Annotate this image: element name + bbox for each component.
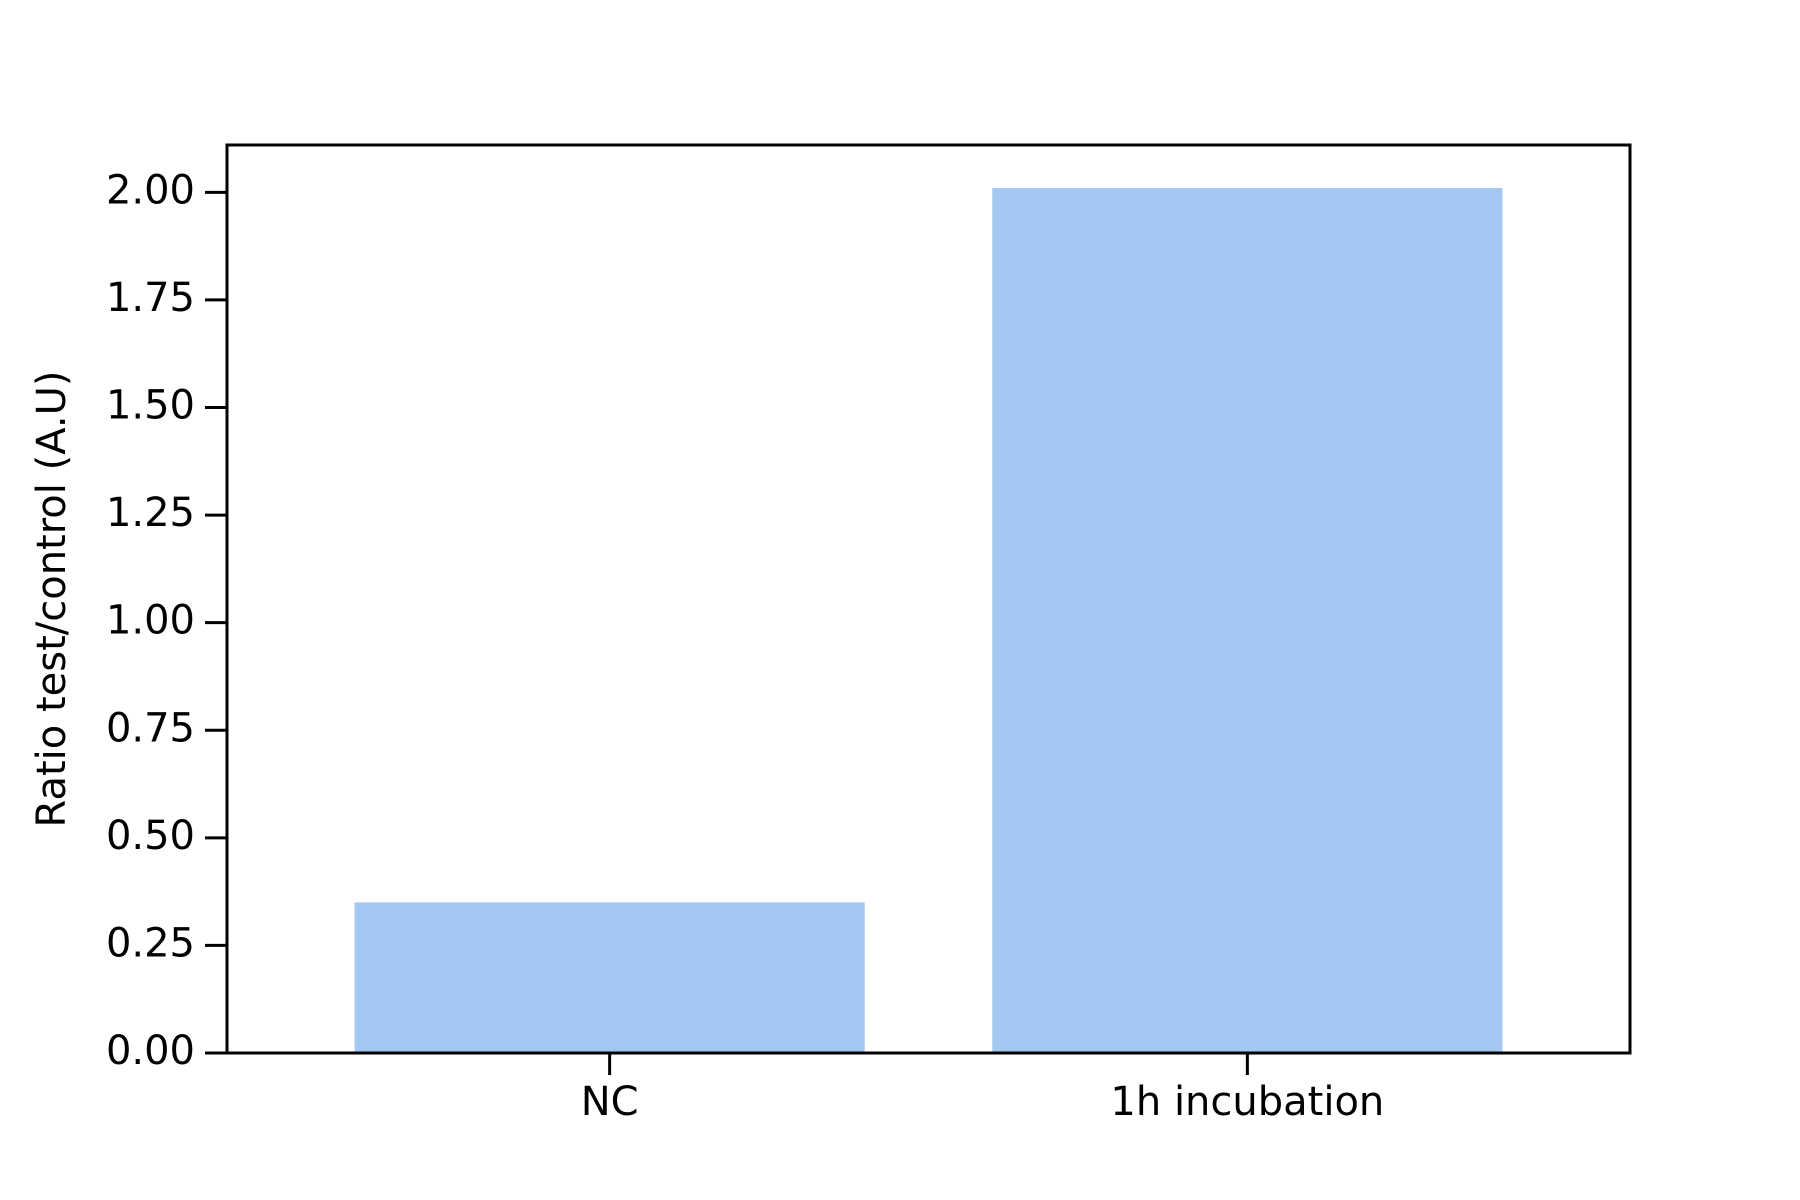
bar-1h-incubation — [992, 188, 1503, 1053]
bar-nc — [354, 902, 865, 1053]
plot-frame — [225, 143, 1632, 1055]
y-tick-label: 1.25 — [106, 490, 195, 536]
y-tick-label: 0.75 — [106, 705, 195, 751]
y-tick-label: 0.25 — [106, 920, 195, 966]
y-tick-label: 0.00 — [106, 1028, 195, 1074]
x-axis: NC 1h incubation — [581, 1053, 1384, 1125]
y-axis: 0.00 0.25 0.50 0.75 1.00 1.25 1.50 1.75 2.00 — [106, 167, 227, 1074]
x-tick-label: NC — [581, 1079, 639, 1125]
bars-layer — [354, 188, 1503, 1053]
y-tick-label: 2.00 — [106, 167, 195, 213]
y-tick-label: 1.00 — [106, 598, 195, 644]
x-tick-label: 1h incubation — [1110, 1079, 1384, 1125]
y-axis-label: Ratio test/control (A.U) — [29, 371, 75, 828]
y-tick-label: 1.50 — [106, 383, 195, 429]
y-tick-label: 0.50 — [106, 813, 195, 859]
y-tick-label: 1.75 — [106, 275, 195, 321]
